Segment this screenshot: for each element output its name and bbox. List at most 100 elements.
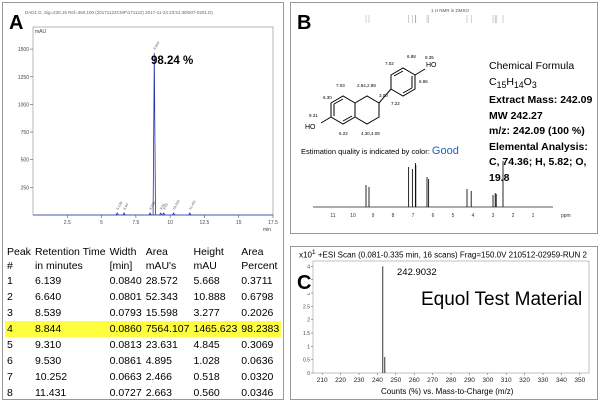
table-cell: 0.3069 [241, 339, 274, 351]
chemical-formula: C15H14O3 [489, 75, 537, 90]
col-header: in minutes [34, 260, 83, 272]
table-cell: 11.431 [34, 387, 67, 399]
table-cell: 0.0636 [241, 355, 274, 367]
table-cell: 0.0320 [241, 371, 274, 383]
table-header-row: # in minutes [min] mAU's mAU Percent [5, 259, 281, 273]
hplc-chromatogram: 250 500 750 1000 1250 1500 2.5 5 7.5 10 12.5 15 17.5… [18, 26, 278, 233]
x-tick-label: 7.5 [132, 220, 139, 226]
chromatogram-peak [162, 212, 166, 216]
col-header: Percent [241, 260, 278, 272]
y-tick-label: 2 [307, 318, 310, 324]
col-header: # [7, 260, 13, 272]
elemental-analysis: C, 74.36; H, 5.82; O, 19.8 [489, 156, 587, 184]
col-header: Area [145, 246, 168, 258]
y-tick-label: 750 [21, 130, 30, 136]
table-cell: 8 [7, 387, 13, 399]
x-tick-label: 17.5 [268, 220, 278, 226]
oh-left-label: HO [305, 124, 316, 131]
peak-rt-label: 6.64 [122, 203, 129, 211]
table-cell: 0.0793 [109, 307, 142, 319]
chromatogram-header: DAD1 D, Sig=230,16 Ref=360,100 (2017112Z… [25, 10, 213, 15]
chromatogram-peak [172, 212, 176, 216]
table-cell: 98.2383 [239, 321, 282, 337]
panel-a-hplc: 250 500 750 1000 1250 1500 2.5 5 7.5 10 12.5 15 17.5… [2, 2, 284, 400]
table-cell: 6.640 [34, 291, 62, 303]
col-header: Area [241, 246, 264, 258]
col-header: Height [193, 246, 224, 258]
chromatogram-peak [152, 52, 156, 216]
table-cell: 8.844 [32, 321, 108, 337]
chromatogram-peak [159, 212, 163, 216]
col-header: mAU's [145, 260, 177, 272]
plot-frame [312, 260, 590, 374]
panel-c-mass-spec: 00.511.522.533.5421022023024025026027028… [290, 246, 598, 400]
y-tick-label: 0 [307, 371, 310, 377]
peak-rt-label: 8.539 [149, 201, 157, 211]
mass-spectrum: 00.511.522.533.5421022023024025026027028… [303, 260, 590, 384]
y-tick-label: 1000 [18, 102, 29, 108]
table-cell: 0.0861 [109, 355, 142, 367]
base-peak-label: 242.9032 [397, 267, 437, 278]
table-cell: 7 [7, 371, 13, 383]
table-cell: 3 [7, 307, 13, 319]
nmr-figure: HO HO 6.88 7.02 7.03 2.84,2.89 3.00 6.86… [305, 8, 571, 219]
formula-title: Chemical Formula [489, 60, 575, 72]
scan-header: x101 +ESI Scan (0.081-0.335 min, 16 scan… [299, 249, 587, 260]
x-tick-label: 240 [372, 377, 383, 384]
table-cell: 4 [5, 321, 33, 337]
table-cell: 28.572 [145, 275, 178, 287]
shift-label: 4.30,4.09 [361, 131, 380, 136]
quality-note: Estimation quality is indicated by color… [301, 145, 459, 157]
table-cell: 6 [7, 355, 13, 367]
table-cell: 5.668 [193, 275, 220, 287]
table-cell: 6.139 [34, 275, 62, 287]
shift-label: 6.22 [339, 131, 348, 136]
table-cell: 10.252 [34, 371, 68, 383]
table-cell: 4.845 [193, 339, 220, 351]
ppm-tick-label: 10 [350, 213, 356, 219]
extract-mass: Extract Mass: 242.09 [489, 94, 593, 107]
x-tick-label: 5 [100, 220, 103, 226]
col-header: mAU [193, 260, 217, 272]
table-row: 5 9.310 0.0813 23.631 4.845 0.3069 [5, 337, 281, 353]
y-tick-label: 500 [21, 158, 30, 164]
table-cell: 0.0860 [107, 321, 144, 337]
y-tick-label: 1500 [18, 47, 29, 53]
x-tick-label: 210 [317, 377, 328, 384]
table-cell: 3.277 [193, 307, 220, 319]
table-cell: 5 [7, 339, 13, 351]
shift-label: 6.86 [419, 79, 428, 84]
table-cell: 0.0727 [109, 387, 142, 399]
y-tick-label: 1 [307, 344, 310, 350]
table-cell: 15.598 [145, 307, 178, 319]
spectrum-header: 1 H NMR in DMSO [431, 8, 470, 13]
x-tick-label: 260 [409, 377, 420, 384]
x-tick-label: 230 [354, 377, 365, 384]
y-tick-label: 2.5 [303, 304, 310, 310]
table-cell: 0.0840 [109, 275, 142, 287]
chromatogram-peak [148, 212, 152, 216]
shift-label: 9.31 [309, 113, 318, 118]
ppm-tick-label: 3 [492, 213, 495, 219]
molecular-structure [320, 67, 426, 125]
panel-letter-a: A [9, 12, 24, 34]
x-axis-label: min [263, 227, 271, 233]
x-tick-label: 340 [556, 377, 567, 384]
shift-label: 7.03 [336, 83, 345, 88]
x-tick-label: 12.5 [200, 220, 210, 226]
shift-label: 9.35 [425, 55, 434, 60]
oh-right-label: HO [426, 62, 437, 69]
sample-title: Equol Test Material [421, 289, 583, 310]
y-tick-label: 1250 [18, 75, 29, 81]
shift-label: 6.88 [407, 54, 416, 59]
molecular-weight: MW 242.27 [489, 109, 543, 122]
panel-b-nmr: HO HO 6.88 7.02 7.03 2.84,2.89 3.00 6.86… [290, 2, 598, 234]
shift-label: 7.22 [391, 101, 400, 106]
col-header: Retention Time [34, 246, 106, 258]
x-tick-label: 330 [538, 377, 549, 384]
ppm-axis-label: ppm [561, 213, 571, 219]
table-cell: 4.895 [145, 355, 172, 367]
table-cell: 0.2026 [241, 307, 274, 319]
ppm-tick-label: 2 [512, 213, 515, 219]
ppm-tick-label: 9 [372, 213, 375, 219]
